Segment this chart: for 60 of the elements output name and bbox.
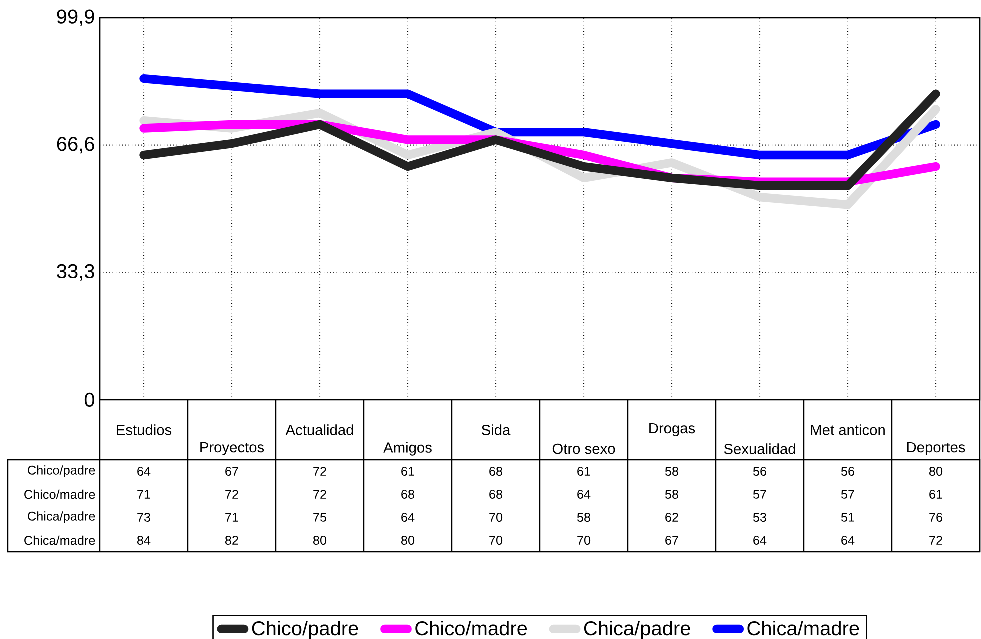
data-label: 64 <box>578 490 591 499</box>
data-label: 70 <box>490 513 503 522</box>
data-label: 58 <box>577 513 591 522</box>
data-label: 64 <box>754 536 767 545</box>
data-label: 80 <box>314 536 327 545</box>
data-label: 51 <box>841 513 854 522</box>
data-label: 68 <box>490 467 503 476</box>
x-tick-label: Amigos <box>384 442 432 456</box>
data-label: 72 <box>314 490 326 499</box>
x-tick-label: Sexualidad <box>724 444 796 454</box>
text: Chica/padre <box>28 512 96 524</box>
data-label: 80 <box>930 467 943 476</box>
data-label: 64 <box>138 467 151 476</box>
x-tick-label: Met anticon <box>811 424 885 436</box>
x-tick-label: Proyectos <box>200 442 264 456</box>
x-tick-label: Drogas <box>650 423 696 437</box>
data-label: 67 <box>226 467 238 476</box>
data-label: 53 <box>753 513 766 522</box>
data-label: 72 <box>226 490 238 499</box>
y-tick-label: 33,3 <box>57 264 94 281</box>
data-label: 76 <box>930 513 942 522</box>
data-label: 61 <box>578 467 590 476</box>
y-tick-label: 66,6 <box>57 137 94 154</box>
text: Chico/padre <box>28 466 96 478</box>
x-tick-label: Sida <box>482 424 511 436</box>
y-tick-label: 0 <box>84 392 94 408</box>
data-label: 56 <box>841 467 854 476</box>
data-label: 75 <box>314 513 327 522</box>
y-tick-label: 99,9 <box>57 10 94 26</box>
data-label: 80 <box>402 536 415 545</box>
data-label: 62 <box>666 513 678 522</box>
data-label: 58 <box>665 490 679 499</box>
legend-label: Chico/madre <box>416 620 528 636</box>
data-label: 82 <box>226 536 238 545</box>
data-label: 70 <box>578 536 591 545</box>
text: Chica/madre <box>24 536 96 546</box>
x-tick-label: Estudios <box>117 424 172 436</box>
data-label: 84 <box>138 536 151 545</box>
data-label: 57 <box>753 490 766 499</box>
x-tick-label: Actualidad <box>286 424 354 436</box>
data-label: 68 <box>490 490 503 499</box>
data-label: 68 <box>402 490 415 499</box>
data-label: 61 <box>930 490 942 499</box>
legend-label: Chica/madre <box>748 620 860 636</box>
x-tick-label: Otro sexo <box>552 444 616 454</box>
data-label: 56 <box>753 467 766 476</box>
data-label: 73 <box>138 513 150 522</box>
data-label: 72 <box>930 536 942 545</box>
text: Chico/madre <box>24 490 96 500</box>
data-label: 71 <box>138 490 150 499</box>
data-label: 57 <box>841 490 854 499</box>
data-label: 64 <box>402 513 415 522</box>
data-label: 67 <box>666 536 678 545</box>
x-tick-label: Deportes <box>907 442 966 456</box>
data-label: 72 <box>314 467 326 476</box>
data-label: 61 <box>402 467 414 476</box>
data-label: 64 <box>842 536 855 545</box>
data-label: 58 <box>665 467 679 476</box>
data-label: 71 <box>226 513 238 522</box>
data-label: 70 <box>490 536 503 545</box>
